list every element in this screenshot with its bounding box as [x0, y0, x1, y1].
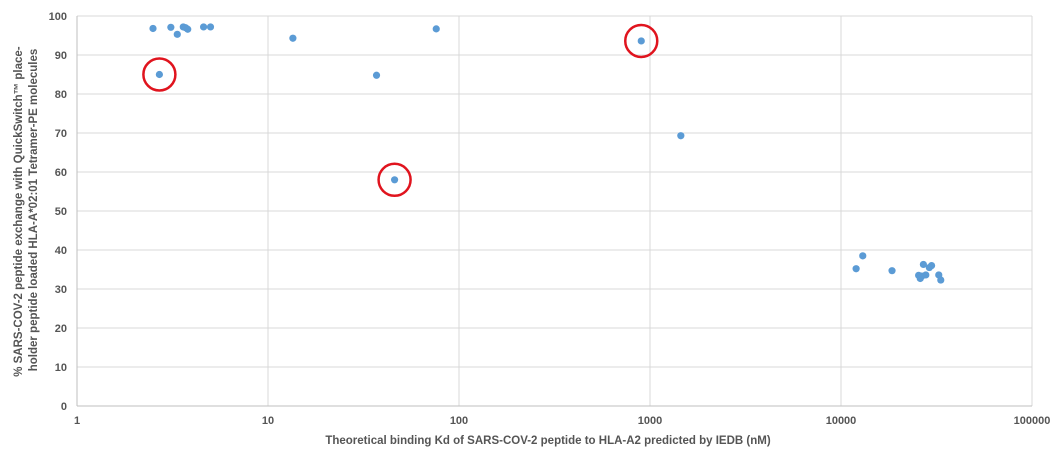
y-tick-label: 60	[55, 167, 67, 179]
y-axis-title: % SARS-COV-2 peptide exchange with Quick…	[13, 43, 40, 377]
data-point	[167, 23, 175, 31]
data-point	[677, 132, 685, 140]
data-point	[927, 262, 936, 270]
data-point	[637, 37, 645, 45]
y-tick-labels: 0 10 20 30 40 50 60 70 80 90 100	[49, 11, 67, 413]
y-tick-label: 90	[55, 50, 67, 62]
data-point	[149, 24, 157, 33]
data-points	[149, 23, 945, 284]
highlight-circles	[142, 23, 659, 198]
data-point	[432, 25, 440, 33]
y-tick-label: 0	[61, 401, 67, 413]
data-point	[888, 267, 896, 275]
highlight-circle	[624, 23, 659, 59]
y-axis-title-line-2: holder peptide loaded HLA-A*02:01 Tetram…	[28, 49, 40, 372]
x-tick-label: 10	[262, 415, 274, 427]
y-tick-label: 30	[55, 284, 67, 296]
axes	[76, 16, 1032, 407]
y-tick-label: 40	[55, 245, 67, 257]
data-point	[289, 34, 297, 42]
data-point	[372, 71, 381, 79]
y-tick-label: 10	[55, 362, 67, 374]
x-tick-label: 1000	[638, 415, 662, 427]
data-point	[184, 25, 192, 33]
highlight-circle	[377, 162, 412, 198]
data-point	[173, 30, 181, 38]
grid-lines	[77, 15, 1033, 406]
x-tick-label: 1	[74, 415, 80, 427]
y-tick-label: 100	[49, 11, 67, 23]
data-point	[937, 276, 945, 284]
x-tick-label: 10000	[826, 415, 857, 427]
data-point	[390, 176, 399, 184]
highlight-circle	[142, 57, 177, 92]
x-tick-label: 100000	[1014, 415, 1051, 427]
y-tick-label: 20	[55, 323, 67, 335]
data-point	[852, 265, 860, 273]
y-tick-label: 50	[55, 206, 67, 218]
data-point	[155, 70, 163, 79]
y-axis-title-line-1: % SARS-COV-2 peptide exchange with Quick…	[13, 46, 25, 377]
data-point	[199, 23, 208, 31]
y-tick-label: 70	[55, 128, 67, 140]
x-tick-label: 100	[450, 415, 468, 427]
x-axis-title: Theoretical binding Kd of SARS-COV-2 pep…	[325, 435, 770, 447]
y-tick-label: 80	[55, 89, 67, 101]
x-tick-labels: 1 10 100 1000 10000 100000	[74, 415, 1050, 427]
data-point	[859, 252, 867, 260]
data-point	[922, 271, 930, 279]
data-point	[919, 260, 927, 269]
data-point	[206, 23, 215, 31]
